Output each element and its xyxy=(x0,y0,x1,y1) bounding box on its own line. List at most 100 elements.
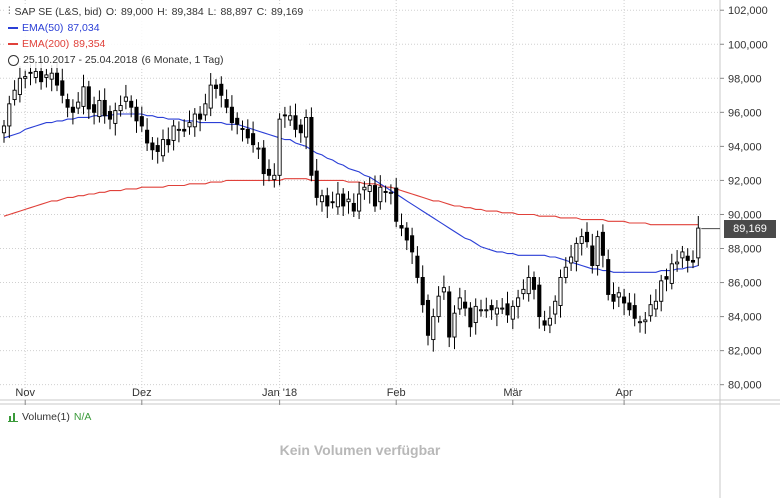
candle xyxy=(12,80,17,106)
low-label: L: xyxy=(207,6,217,18)
candle xyxy=(516,289,521,319)
candle xyxy=(49,65,54,92)
candle-body xyxy=(696,227,701,259)
candle xyxy=(579,228,584,256)
candle-body xyxy=(468,307,473,328)
candle-body xyxy=(489,305,494,311)
candle xyxy=(76,92,81,115)
candle-body xyxy=(92,104,97,113)
candle xyxy=(531,271,537,300)
candle-body xyxy=(431,316,436,341)
candle-body xyxy=(574,242,579,262)
candle xyxy=(261,140,266,186)
candle xyxy=(351,193,356,218)
y-tick-label: 82,000 xyxy=(728,346,762,358)
candle xyxy=(394,178,399,228)
ema50-line xyxy=(3,113,699,273)
candle xyxy=(97,90,102,123)
candle xyxy=(272,163,277,188)
candle xyxy=(134,99,139,133)
candle-body xyxy=(330,201,335,204)
legend-range: 25.10.2017 - 25.04.2018 (6 Monate, 1 Tag… xyxy=(8,52,303,68)
candle-body xyxy=(240,128,245,130)
candle-body xyxy=(579,236,584,244)
candle-body xyxy=(441,287,446,293)
instrument-title: SAP SE (L&S, bid) xyxy=(14,6,102,18)
x-tick-label: Feb xyxy=(387,387,406,399)
high-label: H: xyxy=(157,6,168,18)
candle xyxy=(664,268,669,292)
candle-body xyxy=(134,106,139,122)
candle xyxy=(372,175,378,212)
candle xyxy=(145,118,150,151)
open-value: 89,000 xyxy=(120,6,154,18)
candle xyxy=(484,297,489,318)
close-label: C: xyxy=(256,6,268,18)
candle xyxy=(203,93,208,121)
candle-body xyxy=(277,118,282,176)
candle xyxy=(494,300,499,327)
candle xyxy=(198,106,203,132)
candle-body xyxy=(452,312,457,338)
candle xyxy=(139,106,144,132)
candle xyxy=(357,181,362,220)
candle-body xyxy=(362,186,367,191)
candle-body xyxy=(118,105,123,112)
candle-body xyxy=(351,202,356,212)
candle xyxy=(229,95,234,131)
candle xyxy=(500,298,505,315)
candle-body xyxy=(39,71,44,83)
candle xyxy=(150,137,155,160)
candle-body xyxy=(23,76,28,79)
candle-body xyxy=(107,111,113,120)
candle-body xyxy=(44,74,49,78)
candle-body xyxy=(187,122,192,128)
candle-body xyxy=(632,305,637,319)
candle-body xyxy=(288,115,293,121)
candle-body xyxy=(309,116,314,176)
candle-body xyxy=(70,106,75,113)
candle xyxy=(447,285,452,348)
candle xyxy=(553,295,558,325)
candle-body xyxy=(235,117,240,125)
candle xyxy=(192,108,197,137)
candle-body xyxy=(606,259,611,295)
candle xyxy=(319,189,325,212)
ema200-swatch xyxy=(8,43,18,45)
candle xyxy=(102,88,107,124)
candle xyxy=(473,298,478,335)
clock-icon xyxy=(8,54,19,66)
y-tick-label: 96,000 xyxy=(728,107,762,119)
candle-body xyxy=(669,263,674,284)
candle-body xyxy=(60,80,65,96)
candle-body xyxy=(76,101,81,109)
candle xyxy=(123,84,128,110)
candle-body xyxy=(675,261,680,265)
legend-ohlc: ⫶ SAP SE (L&S, bid) O: 89,000 H: 89,384 L:… xyxy=(8,4,303,20)
x-tick-label: Dez xyxy=(132,387,152,399)
candle-body xyxy=(372,185,378,207)
candle xyxy=(44,68,49,88)
candle-body xyxy=(394,187,399,222)
candle xyxy=(632,293,637,327)
candle-body xyxy=(680,251,685,259)
candle xyxy=(463,290,468,317)
candle xyxy=(182,119,187,138)
candle xyxy=(595,230,600,276)
candle xyxy=(425,294,431,346)
candle xyxy=(17,66,22,103)
ema200-line xyxy=(3,178,699,226)
candle xyxy=(309,107,314,182)
candle-body xyxy=(266,168,272,176)
candle xyxy=(680,245,685,268)
legend-ema200: EMA(200) 89,354 xyxy=(8,36,303,52)
candle xyxy=(542,310,547,332)
candle xyxy=(7,95,12,139)
candle xyxy=(166,127,171,153)
candle-body xyxy=(622,296,627,304)
volume-empty-message: Kein Volumen verfügbar xyxy=(279,442,441,458)
candle-body xyxy=(208,84,213,109)
candle xyxy=(23,70,28,89)
candle-body xyxy=(192,113,197,128)
